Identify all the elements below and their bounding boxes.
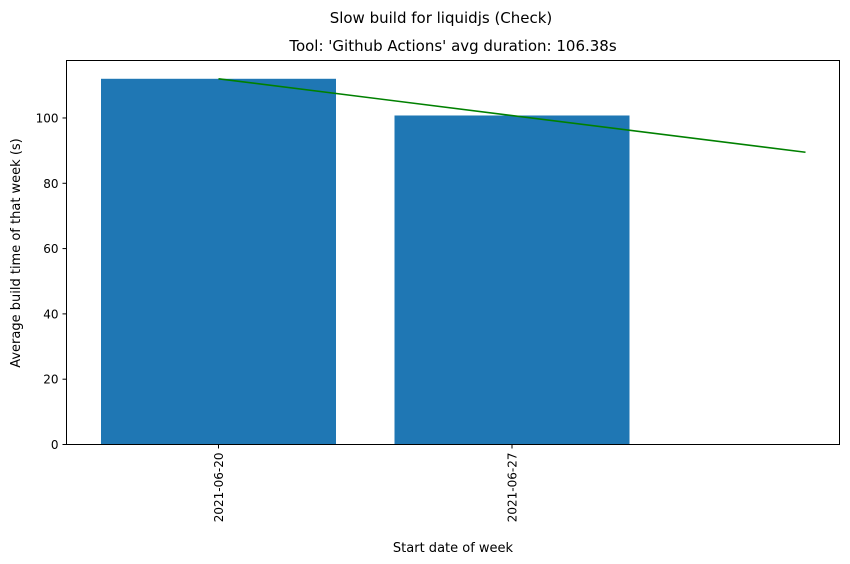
x-axis: 2021-06-20 2021-06-27 [212, 444, 520, 523]
y-tick-label: 80 [43, 177, 58, 191]
bar-2021-06-27 [394, 115, 630, 445]
plot-frame [66, 60, 840, 445]
y-tick-label: 100 [36, 111, 59, 125]
chart-suptitle: Slow build for liquidjs (Check) [330, 9, 553, 27]
x-axis-label: Start date of week [393, 541, 514, 556]
y-tick-label: 20 [43, 373, 58, 387]
trend-line [218, 77, 806, 154]
y-tick-label: 0 [51, 438, 59, 452]
trend-group [218, 77, 806, 154]
x-tick-label: 2021-06-27 [506, 453, 520, 523]
y-tick-label: 60 [43, 242, 58, 256]
chart-title: Tool: 'Github Actions' avg duration: 106… [288, 37, 617, 55]
x-tick-label: 2021-06-20 [212, 453, 226, 523]
y-axis-label: Average build time of that week (s) [9, 138, 24, 368]
bar-2021-06-20 [101, 78, 336, 445]
bars-group [101, 78, 630, 445]
y-axis: 0 20 40 60 80 100 [36, 111, 67, 452]
y-tick-label: 40 [43, 307, 58, 321]
